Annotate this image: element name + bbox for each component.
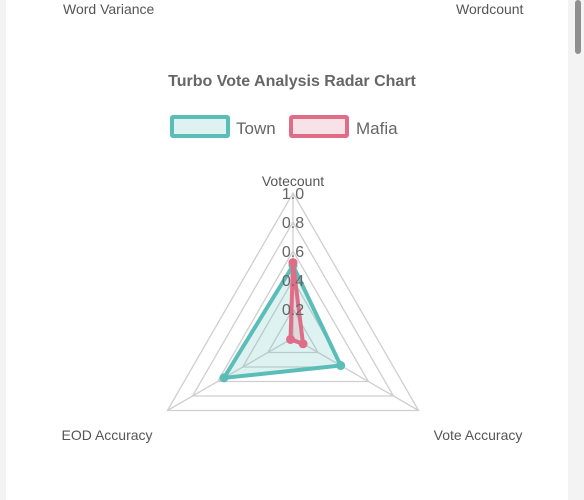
legend[interactable]: Town Mafia <box>170 115 398 138</box>
radar-chart: Turbo Vote Analysis Radar Chart Town Maf… <box>61 73 523 443</box>
grid-spoke <box>292 337 419 412</box>
radar-grid <box>166 191 420 412</box>
chart-title: Turbo Vote Analysis Radar Chart <box>168 73 416 90</box>
grid-ring <box>191 220 395 397</box>
grid-ring <box>216 249 370 383</box>
data-point-mafia[interactable] <box>298 339 308 349</box>
legend-mafia-swatch[interactable] <box>289 115 349 138</box>
grid-ring <box>266 307 320 354</box>
data-point-town[interactable] <box>219 373 229 383</box>
data-point-mafia[interactable] <box>288 258 298 268</box>
radar-series <box>219 258 346 383</box>
legend-mafia-label[interactable]: Mafia <box>356 119 398 138</box>
series-area-town <box>221 263 343 380</box>
chart-panel <box>6 0 568 500</box>
grid-ring <box>241 278 345 368</box>
data-point-mafia[interactable] <box>285 334 295 344</box>
radial-tick-label: 0.4 <box>282 273 304 290</box>
axis-label-votecount: Votecount <box>262 173 324 189</box>
vertical-scrollbar[interactable] <box>570 0 584 500</box>
axis-label-vote-accuracy: Vote Accuracy <box>434 427 523 443</box>
scrollbar-thumb[interactable] <box>575 0 581 54</box>
data-point-town[interactable] <box>336 361 346 371</box>
radial-tick-label: 0.2 <box>282 302 304 319</box>
legend-town-label[interactable]: Town <box>236 119 276 138</box>
wordcount-label: Wordcount <box>456 1 524 17</box>
radial-tick-label: 1.0 <box>282 186 304 203</box>
radial-tick-label: 0.8 <box>282 215 304 232</box>
legend-town-swatch[interactable] <box>170 115 230 138</box>
word-variance-label: Word Variance <box>63 1 155 17</box>
radial-tick-label: 0.6 <box>282 244 304 261</box>
axis-label-eod-accuracy: EOD Accuracy <box>61 427 152 443</box>
grid-spoke <box>167 337 294 412</box>
radial-tick-labels: 0.2 0.4 0.6 0.8 1.0 <box>282 186 304 319</box>
series-area-mafia <box>288 260 306 346</box>
grid-ring <box>166 191 420 412</box>
